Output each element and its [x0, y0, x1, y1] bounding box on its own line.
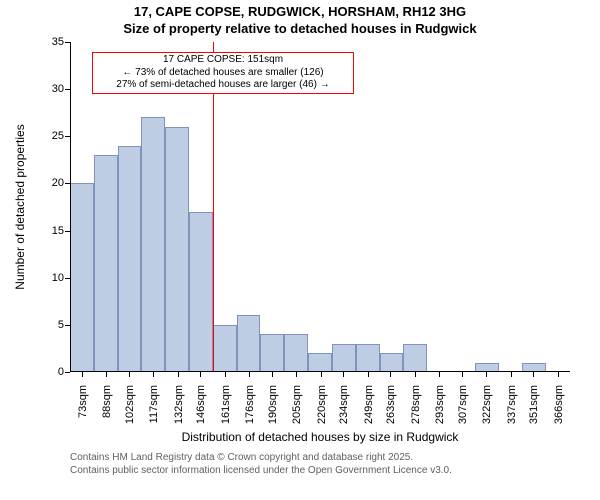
attribution: Contains HM Land Registry data © Crown c… [70, 452, 452, 477]
title-line-2: Size of property relative to detached ho… [0, 21, 600, 38]
title-line-1: 17, CAPE COPSE, RUDGWICK, HORSHAM, RH12 … [0, 4, 600, 21]
x-tick-mark [272, 372, 273, 377]
x-tick-mark [321, 372, 322, 377]
x-tick-mark [462, 372, 463, 377]
y-tick-mark [65, 278, 70, 279]
y-tick-mark [65, 136, 70, 137]
x-tick-label: 293sqm [432, 385, 446, 424]
x-tick-label: 366sqm [551, 385, 565, 424]
x-tick-mark [511, 372, 512, 377]
x-tick-mark [153, 372, 154, 377]
y-tick-mark [65, 325, 70, 326]
chart-title: 17, CAPE COPSE, RUDGWICK, HORSHAM, RH12 … [0, 0, 600, 38]
x-tick-mark [415, 372, 416, 377]
x-tick-label: 161sqm [218, 385, 232, 424]
x-tick-label: 278sqm [408, 385, 422, 424]
x-tick-label: 263sqm [383, 385, 397, 424]
attribution-line-1: Contains HM Land Registry data © Crown c… [70, 452, 452, 465]
x-tick-mark [200, 372, 201, 377]
x-tick-label: 205sqm [289, 385, 303, 424]
x-tick-label: 337sqm [504, 385, 518, 424]
x-tick-label: 88sqm [99, 385, 113, 418]
x-tick-label: 307sqm [455, 385, 469, 424]
x-tick-mark [106, 372, 107, 377]
x-tick-mark [368, 372, 369, 377]
x-tick-mark [439, 372, 440, 377]
y-tick-mark [65, 231, 70, 232]
y-tick-mark [65, 42, 70, 43]
plot-area: 17 CAPE COPSE: 151sqm ← 73% of detached … [70, 42, 570, 372]
y-axis-label: Number of detached properties [13, 124, 27, 289]
attribution-line-2: Contains public sector information licen… [70, 465, 452, 478]
x-tick-label: 73sqm [75, 385, 89, 418]
chart-container: 17, CAPE COPSE, RUDGWICK, HORSHAM, RH12 … [0, 0, 600, 500]
x-tick-mark [225, 372, 226, 377]
x-tick-label: 132sqm [171, 385, 185, 424]
x-tick-mark [82, 372, 83, 377]
x-tick-label: 117sqm [146, 385, 160, 423]
x-tick-mark [558, 372, 559, 377]
x-tick-label: 102sqm [122, 385, 136, 424]
x-tick-label: 234sqm [336, 385, 350, 424]
x-tick-mark [390, 372, 391, 377]
x-tick-label: 176sqm [242, 385, 256, 424]
x-axis-label: Distribution of detached houses by size … [182, 430, 459, 444]
x-tick-label: 322sqm [479, 385, 493, 424]
y-tick-mark [65, 183, 70, 184]
x-tick-mark [178, 372, 179, 377]
x-tick-label: 249sqm [361, 385, 375, 424]
x-tick-mark [296, 372, 297, 377]
plot-border [70, 42, 570, 372]
x-tick-mark [533, 372, 534, 377]
x-tick-mark [129, 372, 130, 377]
x-tick-label: 220sqm [314, 385, 328, 424]
x-tick-label: 351sqm [526, 385, 540, 424]
y-tick-mark [65, 89, 70, 90]
x-tick-mark [486, 372, 487, 377]
y-tick-mark [65, 372, 70, 373]
x-tick-label: 146sqm [193, 385, 207, 424]
x-tick-mark [343, 372, 344, 377]
x-tick-mark [249, 372, 250, 377]
x-tick-label: 190sqm [265, 385, 279, 424]
